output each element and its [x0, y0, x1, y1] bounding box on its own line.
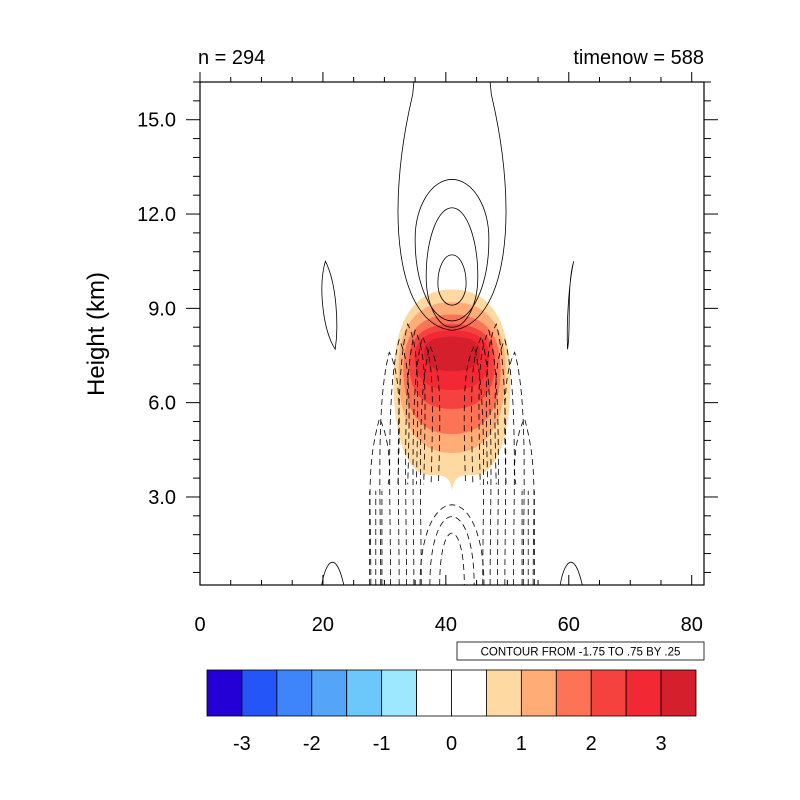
colorbar-swatch [276, 669, 313, 717]
contour-negative [494, 338, 515, 585]
contour-negative [397, 322, 419, 585]
colorbar-tick-label: 3 [656, 733, 667, 755]
colorbar-tick-label: -1 [373, 733, 391, 755]
colorbar: -3 -2 -1 0 1 2 3 [206, 669, 697, 755]
colorbar-swatch [381, 669, 417, 717]
colorbar-swatch [486, 669, 522, 717]
contour-negative [369, 417, 390, 585]
colorbar-tick-label: 1 [516, 733, 527, 755]
colorbar-swatch [416, 669, 452, 717]
contour-info-box: CONTOUR FROM -1.75 TO .75 BY .25 [456, 641, 705, 661]
contour-negative [478, 329, 499, 585]
contour-info-label: CONTOUR FROM -1.75 TO .75 BY .25 [481, 647, 681, 659]
y-axis: 3.0 6.0 9.0 12.0 15.0 [137, 81, 718, 573]
contour-positive [414, 179, 490, 322]
x-axis: 0 20 40 60 80 [194, 72, 703, 636]
y-axis-label: Height (km) [83, 272, 110, 396]
x-tick-label: 80 [681, 614, 703, 636]
contour-negative-low [429, 516, 475, 585]
x-tick-label: 40 [435, 614, 457, 636]
contour-negative [471, 335, 492, 585]
plot-frame [199, 81, 705, 586]
colorbar-tick-label: 0 [446, 733, 457, 755]
colorbar-swatch [311, 669, 348, 717]
shade-band-6 [423, 336, 481, 372]
contour-positive-open [397, 82, 507, 331]
colorbar-swatch [206, 669, 243, 717]
y-tick-label: 12.0 [137, 204, 176, 226]
colorbar-swatch [346, 669, 383, 717]
contour-negative [514, 417, 535, 585]
contour-negative-low [439, 533, 465, 585]
contour-negative [504, 351, 525, 585]
colorbar-tick-label: 2 [586, 733, 597, 755]
contour-negative-low [419, 504, 485, 585]
contour-negative [485, 322, 507, 585]
contour-negative [379, 351, 400, 585]
contour-positive-side [321, 260, 338, 351]
contour-negative [389, 338, 410, 585]
shaded-field [393, 289, 511, 491]
contour-negative [405, 329, 426, 585]
colorbar-swatch [555, 669, 592, 717]
contour-negative [420, 344, 441, 585]
contour-lines [321, 82, 583, 585]
colorbar-swatch [241, 669, 278, 717]
contour-negative [463, 344, 484, 585]
contour-positive [437, 254, 467, 306]
colorbar-swatch [590, 669, 627, 717]
x-tick-label: 60 [558, 614, 580, 636]
contour-negative [412, 335, 433, 585]
colorbar-swatch [451, 669, 487, 717]
time-label: timenow = 588 [573, 47, 704, 69]
colorbar-swatch [625, 669, 662, 717]
y-tick-label: 15.0 [137, 110, 176, 132]
colorbar-swatch [520, 669, 557, 717]
colorbar-tick-label: -3 [233, 733, 251, 755]
colorbar-tick-label: -2 [303, 733, 321, 755]
y-tick-label: 6.0 [148, 393, 176, 415]
x-tick-label: 0 [194, 614, 205, 636]
run-step-label: n = 294 [198, 47, 265, 69]
contour-positive-bottom [559, 561, 583, 585]
y-tick-label: 9.0 [148, 298, 176, 320]
y-tick-label: 3.0 [148, 487, 176, 509]
colorbar-swatch [660, 669, 697, 717]
contour-positive-side [566, 261, 575, 350]
contour-positive [425, 207, 479, 328]
x-tick-label: 20 [312, 614, 334, 636]
